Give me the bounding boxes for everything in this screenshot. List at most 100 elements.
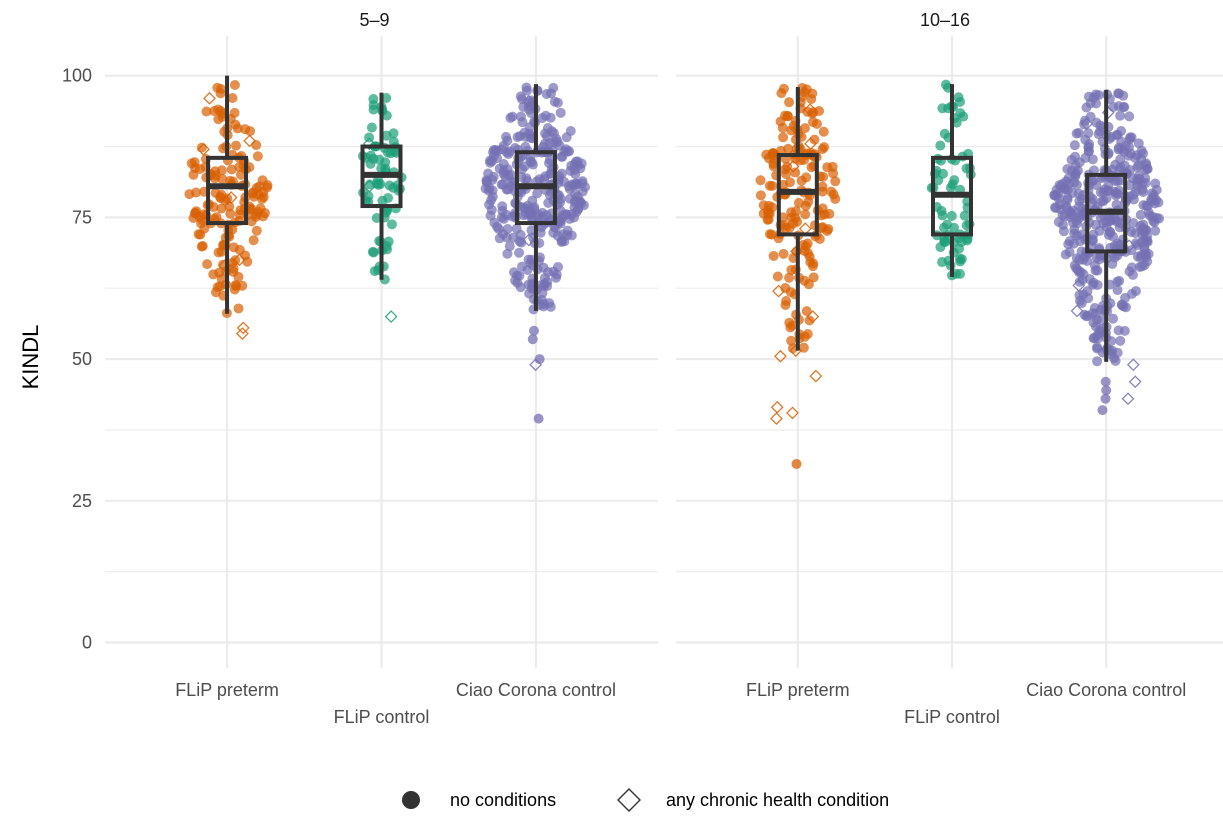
data-point-no-condition xyxy=(521,82,532,93)
data-point-no-condition xyxy=(555,107,566,118)
data-point-no-condition xyxy=(364,179,375,190)
data-point-no-condition xyxy=(938,168,949,179)
data-point-no-condition xyxy=(958,111,969,122)
data-point-no-condition xyxy=(1050,203,1061,214)
data-point-no-condition xyxy=(1074,195,1085,206)
data-point-no-condition xyxy=(211,212,222,223)
data-point-no-condition xyxy=(389,146,400,157)
data-point-no-condition xyxy=(381,93,392,104)
x-tick-label: Ciao Corona control xyxy=(1026,680,1186,700)
data-point-no-condition xyxy=(258,192,269,203)
panel-2: 10–16 FLiP preterm FLiP control Ciao Corona… xyxy=(676,10,1223,727)
data-point-no-condition xyxy=(764,180,775,191)
data-point-no-condition xyxy=(1070,168,1081,179)
data-point-no-condition xyxy=(1127,269,1138,280)
data-point-no-condition xyxy=(212,82,223,93)
data-point-no-condition xyxy=(228,263,239,274)
data-point-no-condition xyxy=(799,123,810,134)
data-point-no-condition xyxy=(781,296,792,307)
data-point-no-condition xyxy=(545,168,556,179)
data-point-no-condition xyxy=(514,236,525,247)
data-point-no-condition xyxy=(1064,236,1075,247)
data-point-condition xyxy=(197,142,210,156)
data-point-no-condition xyxy=(1108,313,1119,324)
data-point-no-condition xyxy=(1126,132,1137,143)
data-point-no-condition xyxy=(1059,211,1070,222)
y-axis-title: KINDL xyxy=(18,325,43,390)
data-point-no-condition xyxy=(1083,128,1094,139)
x-tick-label: FLiP control xyxy=(904,707,1000,727)
x-tick-label: FLiP control xyxy=(334,707,430,727)
data-point-no-condition xyxy=(816,210,827,221)
data-point-no-condition xyxy=(764,208,775,219)
data-point-no-condition xyxy=(498,168,509,179)
data-point-condition xyxy=(786,159,800,173)
data-point-no-condition xyxy=(1106,336,1117,347)
data-point-no-condition xyxy=(1100,393,1111,404)
data-point-no-condition xyxy=(502,248,513,259)
data-point-no-condition xyxy=(229,79,240,90)
data-point-no-condition xyxy=(817,144,828,155)
data-point-condition xyxy=(362,137,376,151)
data-point-no-condition xyxy=(784,317,795,328)
data-point-no-condition xyxy=(520,131,531,142)
data-point-no-condition xyxy=(1132,240,1143,251)
data-point-no-condition xyxy=(1074,290,1085,301)
data-point-no-condition xyxy=(528,325,539,336)
y-tick-label: 50 xyxy=(72,349,92,369)
data-point-no-condition xyxy=(508,267,519,278)
data-point-condition xyxy=(770,400,784,414)
data-point-no-condition xyxy=(504,241,515,252)
data-point-no-condition xyxy=(216,246,227,257)
data-point-condition xyxy=(235,327,249,340)
data-point-no-condition xyxy=(227,93,238,104)
data-point-no-condition xyxy=(496,144,507,155)
data-point-no-condition xyxy=(254,181,265,192)
data-point-no-condition xyxy=(809,134,820,145)
data-point-no-condition xyxy=(487,185,498,196)
data-point-no-condition xyxy=(1115,335,1126,346)
legend-label: any chronic health condition xyxy=(666,790,889,810)
data-point-no-condition xyxy=(251,140,262,151)
data-point-no-condition xyxy=(246,216,257,227)
y-tick-label: 100 xyxy=(62,66,92,86)
data-point-no-condition xyxy=(1128,218,1139,229)
data-point-no-condition xyxy=(1088,175,1099,186)
data-point-no-condition xyxy=(755,190,766,201)
data-point-condition xyxy=(804,137,817,151)
data-point-no-condition xyxy=(1077,274,1088,285)
data-point-no-condition xyxy=(828,168,839,179)
data-point-no-condition xyxy=(485,210,496,221)
group-ciao-corona-control xyxy=(1049,88,1165,416)
data-point-no-condition xyxy=(784,272,795,283)
data-point-no-condition xyxy=(1106,215,1117,226)
data-point-no-condition xyxy=(539,279,550,290)
data-point-no-condition xyxy=(1064,247,1075,258)
data-point-no-condition xyxy=(1075,236,1086,247)
data-point-no-condition xyxy=(956,237,967,248)
data-point-no-condition xyxy=(572,156,583,167)
data-point-no-condition xyxy=(1124,142,1135,153)
data-point-condition xyxy=(786,406,799,420)
data-point-no-condition xyxy=(817,181,828,192)
data-point-no-condition xyxy=(1053,193,1064,204)
group-flip-control xyxy=(926,79,976,281)
data-point-no-condition xyxy=(801,172,812,183)
data-point-no-condition xyxy=(1059,183,1070,194)
data-point-no-condition xyxy=(1113,88,1124,99)
data-point-no-condition xyxy=(1093,90,1104,101)
data-point-condition xyxy=(522,94,536,108)
data-point-no-condition xyxy=(512,132,523,143)
data-point-no-condition xyxy=(807,88,818,99)
data-point-no-condition xyxy=(196,142,207,153)
data-point-no-condition xyxy=(830,176,841,187)
data-point-no-condition xyxy=(527,334,538,345)
data-point-no-condition xyxy=(510,275,521,286)
data-point-no-condition xyxy=(498,159,509,170)
data-point-no-condition xyxy=(824,208,835,219)
legend: no conditions any chronic health conditio… xyxy=(402,788,889,812)
legend-label: no conditions xyxy=(450,790,556,810)
data-point-no-condition xyxy=(249,191,260,202)
data-point-no-condition xyxy=(818,126,829,137)
data-point-no-condition xyxy=(786,335,797,346)
